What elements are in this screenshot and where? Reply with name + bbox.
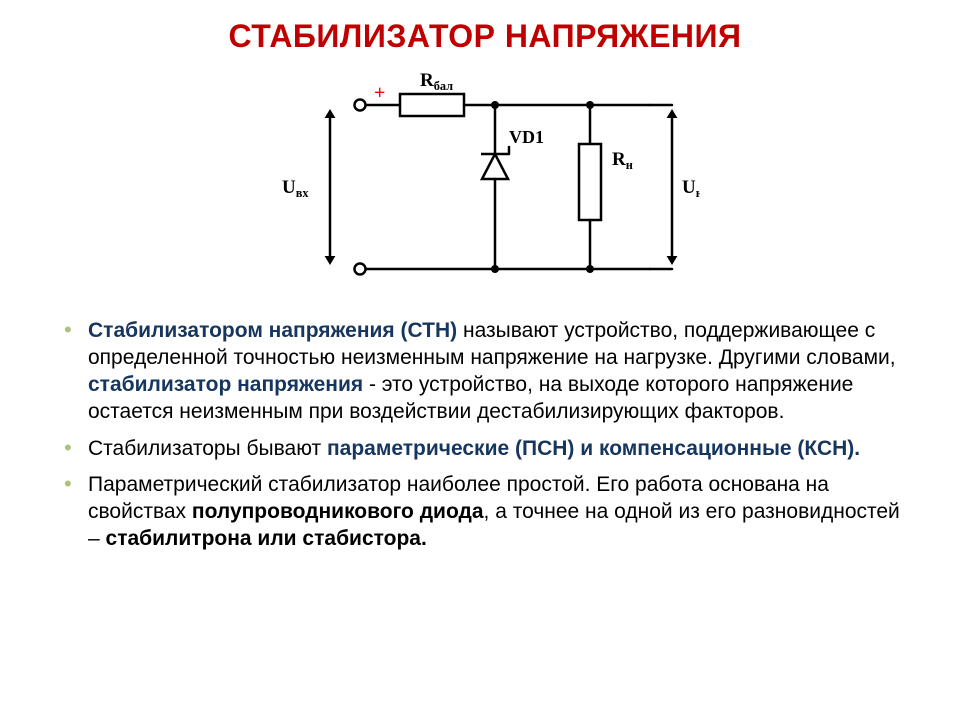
circuit-diagram: Rбал VD1 Rн Uвх Uн +: [270, 59, 700, 299]
bullet-list: Стабилизатором напряжения (СТН) называют…: [60, 318, 910, 553]
text-run: полупроводникового диода: [192, 500, 484, 523]
text-run: стабилитрона или стабистора.: [106, 527, 427, 550]
svg-text:Rн: Rн: [612, 149, 633, 172]
bullet-item: Параметрический стабилизатор наиболее пр…: [60, 472, 910, 553]
slide: СТАБИЛИЗАТОР НАПРЯЖЕНИЯ RбалVD1RнUвхUн+ …: [0, 0, 960, 720]
circuit-diagram-container: Rбал VD1 Rн Uвх Uн +: [60, 59, 910, 304]
bullet-item: Стабилизатором напряжения (СТН) называют…: [60, 318, 910, 426]
svg-text:Uн: Uн: [682, 177, 700, 200]
text-run: параметрические (ПСН) и компенсационные …: [327, 437, 860, 460]
text-run: Стабилизатором напряжения (СТН): [88, 319, 457, 342]
bullet-item: Стабилизаторы бывают параметрические (ПС…: [60, 436, 910, 463]
slide-title: СТАБИЛИЗАТОР НАПРЯЖЕНИЯ: [60, 18, 910, 55]
svg-text:+: +: [374, 82, 385, 104]
text-run: Стабилизаторы бывают: [88, 437, 327, 460]
text-run: стабилизатор напряжения: [88, 373, 363, 396]
svg-text:Uвх: Uвх: [282, 177, 309, 200]
svg-text:VD1: VD1: [509, 127, 544, 147]
svg-text:Rбал: Rбал: [420, 70, 453, 93]
